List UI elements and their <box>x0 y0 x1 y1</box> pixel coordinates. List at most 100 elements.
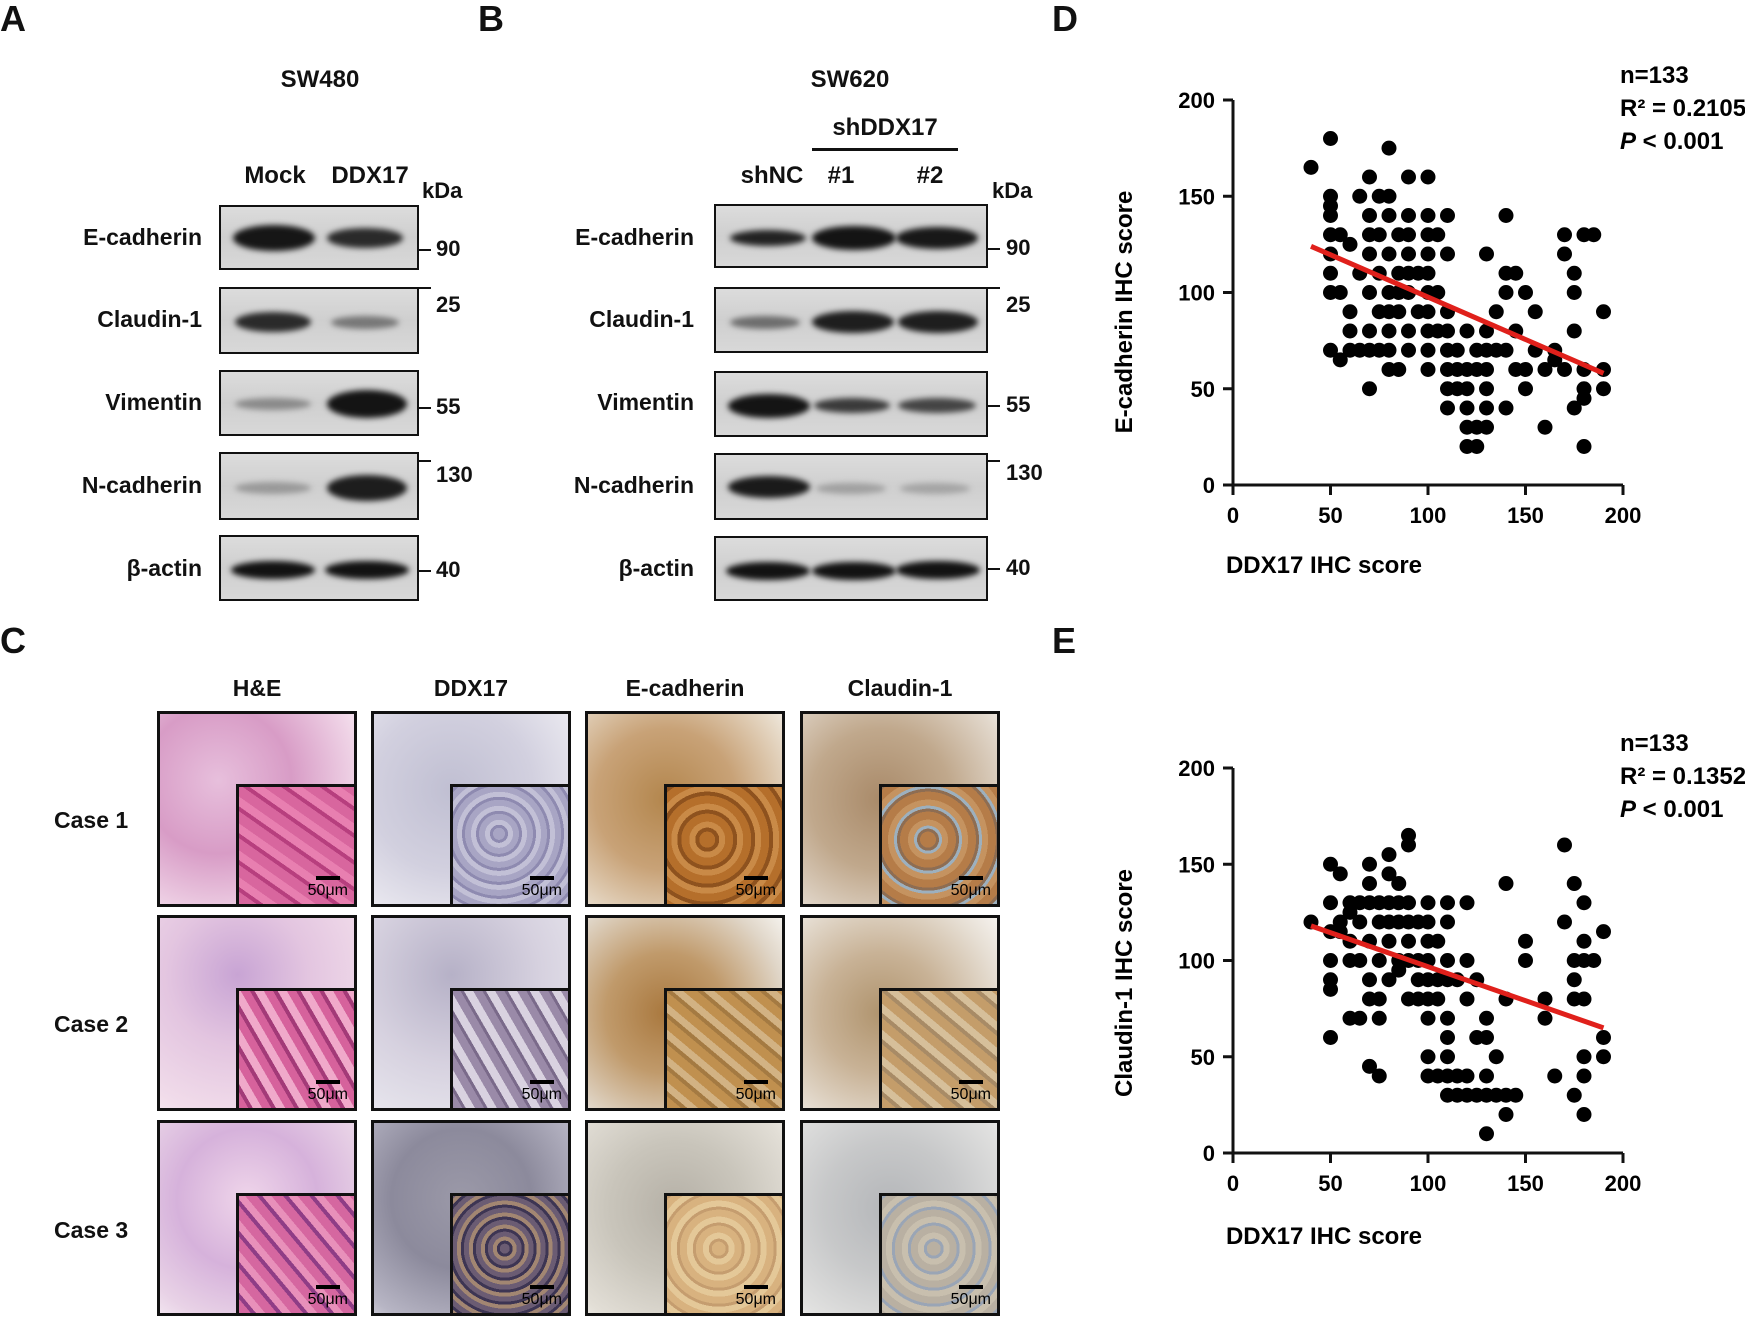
scale-bar: 50μm <box>522 1285 562 1309</box>
x-tick-label: 50 <box>1318 503 1342 528</box>
scale-bar: 50μm <box>736 876 776 900</box>
data-point <box>1323 856 1338 872</box>
data-point <box>1440 953 1455 968</box>
data-point <box>1332 227 1348 243</box>
ihc-inset <box>663 1193 782 1313</box>
data-point <box>1323 131 1338 146</box>
ihc-tile: 50μm <box>800 1120 1000 1316</box>
data-point <box>1362 381 1377 397</box>
data-point <box>1459 991 1475 1007</box>
data-point <box>1557 914 1572 930</box>
blot-a-row-label: E-cadherin <box>83 224 202 250</box>
data-point <box>1352 953 1368 968</box>
data-point <box>1479 1030 1494 1045</box>
blot-b-kda-label: kDa <box>992 178 1033 203</box>
data-point <box>1440 914 1455 930</box>
data-point <box>1440 400 1455 416</box>
data-point <box>1498 1107 1514 1122</box>
plot-area: 0 50 100 150 200 0 50 100 150 200 <box>1178 88 1641 528</box>
data-point <box>1430 285 1446 300</box>
ihc-inset <box>235 1193 354 1313</box>
data-point <box>1440 1010 1455 1026</box>
ihc-tile: 50μm <box>371 711 571 907</box>
ihc-tile: 50μm <box>800 711 1000 907</box>
x-tick-label: 200 <box>1605 503 1642 528</box>
blot-strip <box>219 535 419 601</box>
scale-bar: 50μm <box>736 1080 776 1104</box>
scale-bar: 50μm <box>951 1080 991 1104</box>
data-point <box>1323 265 1338 281</box>
data-point <box>1391 876 1407 891</box>
data-point <box>1381 933 1397 949</box>
y-tick-label: 100 <box>1178 949 1215 974</box>
data-point <box>1401 208 1416 223</box>
blot-a-row-label: β-actin <box>126 555 202 581</box>
y-tick-label: 150 <box>1178 852 1215 877</box>
data-point <box>1342 904 1358 920</box>
data-point <box>1459 895 1475 911</box>
ihc-inset <box>878 784 997 904</box>
data-point <box>1440 208 1455 223</box>
data-point <box>1557 227 1572 243</box>
x-tick-label: 100 <box>1410 1171 1447 1196</box>
data-point <box>1576 1049 1592 1065</box>
blot-b-marker: 55 <box>1006 392 1031 417</box>
blot-b-marker: 25 <box>1006 292 1031 317</box>
blot-strip <box>219 452 419 520</box>
data-point <box>1479 1010 1494 1026</box>
data-point <box>1566 285 1582 300</box>
data-point <box>1420 246 1436 262</box>
blot-b-marker: 90 <box>1006 235 1031 260</box>
data-point <box>1332 285 1348 300</box>
data-point <box>1498 400 1514 416</box>
data-point <box>1440 323 1455 339</box>
blot-b-row-label: Vimentin <box>597 389 694 415</box>
data-point <box>1547 1068 1563 1084</box>
data-point <box>1342 323 1358 339</box>
y-axis-label: E-cadherin IHC score <box>1111 191 1138 434</box>
blot-b-lane-3: #2 <box>916 162 944 189</box>
data-point <box>1342 304 1358 320</box>
data-point <box>1459 953 1475 968</box>
data-point <box>1362 208 1377 223</box>
case-label: Case 2 <box>54 1011 129 1037</box>
ihc-tile: 50μm <box>585 915 785 1111</box>
data-point <box>1362 856 1377 872</box>
data-point <box>1401 895 1416 911</box>
data-point <box>1342 236 1358 252</box>
y-tick-label: 50 <box>1191 377 1215 402</box>
panel-label-b: B <box>478 0 504 39</box>
data-point <box>1362 1058 1377 1074</box>
data-point <box>1557 837 1572 853</box>
data-point <box>1371 1068 1387 1084</box>
x-tick-label: 100 <box>1410 503 1447 528</box>
blot-strip <box>714 371 988 437</box>
y-tick-label: 200 <box>1178 88 1215 113</box>
blot-strip <box>219 287 419 354</box>
data-point <box>1518 953 1533 968</box>
blot-a-lane-1: Mock <box>244 162 306 189</box>
scale-bar: 50μm <box>308 876 348 900</box>
scale-bar: 50μm <box>736 1285 776 1309</box>
data-point <box>1488 304 1504 320</box>
ihc-column-title: Claudin-1 <box>847 675 953 701</box>
data-point <box>1371 953 1387 968</box>
panel-label-c: C <box>0 620 26 661</box>
data-point <box>1420 895 1436 911</box>
data-point <box>1479 381 1494 397</box>
data-point <box>1391 304 1407 320</box>
data-point <box>1566 1087 1582 1103</box>
x-tick-label: 200 <box>1605 1171 1642 1196</box>
data-point <box>1576 991 1592 1007</box>
data-point <box>1479 323 1494 339</box>
blot-a-marker: 130 <box>436 462 473 487</box>
scale-bar: 50μm <box>308 1285 348 1309</box>
data-point <box>1479 1068 1494 1084</box>
ihc-tile: 50μm <box>157 1120 357 1316</box>
ihc-tile: 50μm <box>585 1120 785 1316</box>
annotation-p: P < 0.001 <box>1620 796 1723 823</box>
data-point <box>1323 953 1338 968</box>
data-point <box>1332 866 1348 882</box>
data-point <box>1323 208 1338 223</box>
data-point <box>1596 381 1611 397</box>
